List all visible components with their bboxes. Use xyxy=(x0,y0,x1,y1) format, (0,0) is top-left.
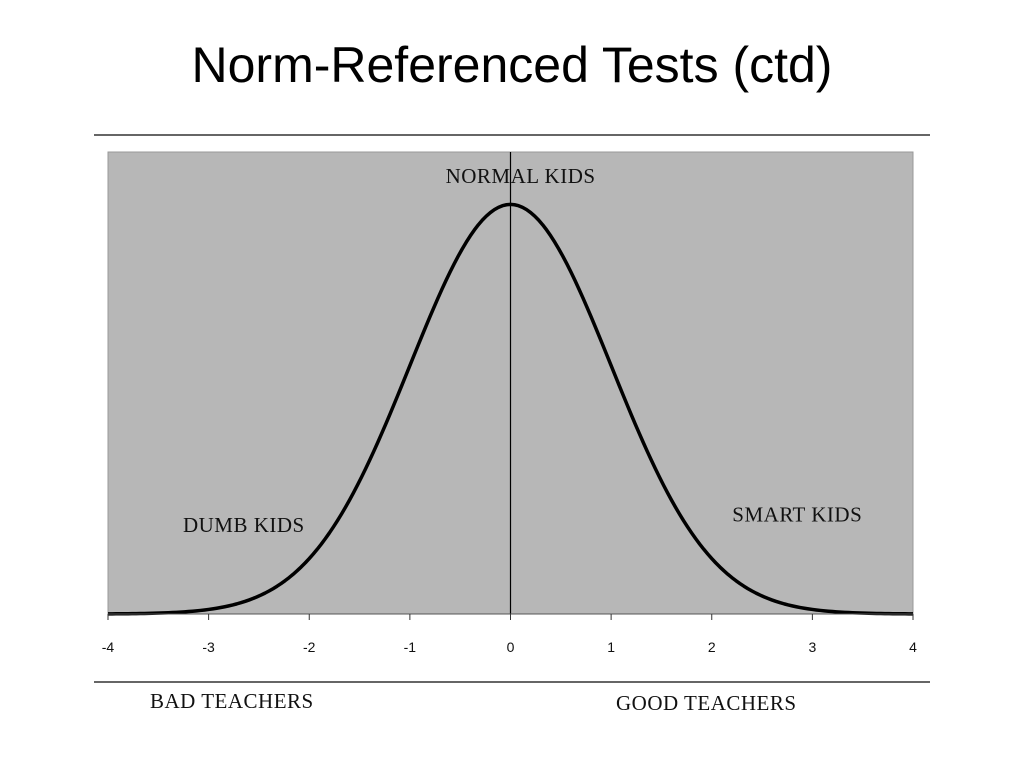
x-tick-label: 4 xyxy=(909,639,917,655)
annotation-label: NORMAL KIDS xyxy=(446,164,596,188)
x-axis-ticks: -4 -3 -2 -1 0 1 2 3 4 xyxy=(102,614,917,655)
slide-title: Norm-Referenced Tests (ctd) xyxy=(191,37,833,93)
x-tick-label: -4 xyxy=(102,639,115,655)
chart-annotations: NORMAL KIDS DUMB KIDS SMART KIDS xyxy=(183,164,862,537)
annotation-label: DUMB KIDS xyxy=(183,513,305,537)
x-tick-label: 1 xyxy=(607,639,615,655)
x-tick-label: 0 xyxy=(507,639,515,655)
x-tick-label: -1 xyxy=(404,639,417,655)
footer-label-left: BAD TEACHERS xyxy=(150,689,314,713)
x-tick-label: 2 xyxy=(708,639,716,655)
annotation-label: SMART KIDS xyxy=(732,503,862,527)
normal-curve xyxy=(107,202,914,616)
x-tick-label: -3 xyxy=(202,639,215,655)
footer-label-right: GOOD TEACHERS xyxy=(616,691,797,715)
x-tick-label: -2 xyxy=(303,639,316,655)
x-tick-label: 3 xyxy=(808,639,816,655)
